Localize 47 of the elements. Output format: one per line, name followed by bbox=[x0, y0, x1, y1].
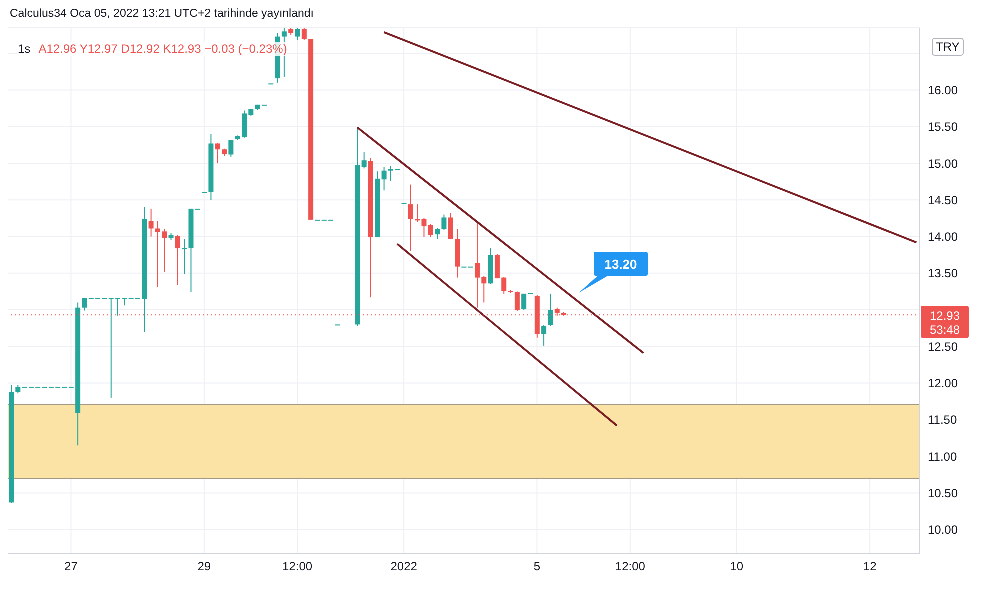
candlestick bbox=[215, 142, 220, 164]
x-tick-label: 5 bbox=[534, 560, 541, 574]
currency-box: TRY bbox=[932, 38, 964, 56]
x-tick-label: 12 bbox=[863, 560, 878, 574]
text: A12.96 Y12.97 D12.92 K12.93 −0.03 (−0.23%) bbox=[38, 42, 288, 56]
callout-box: 13.20 bbox=[578, 252, 648, 294]
candlestick bbox=[548, 293, 554, 327]
y-tick-label: 15.50 bbox=[928, 120, 958, 134]
candlestick bbox=[302, 28, 307, 41]
y-tick-label: 12.50 bbox=[928, 340, 958, 354]
price-label-box: 12.93 53:48 bbox=[921, 306, 969, 338]
annotation: 13.20 bbox=[604, 257, 638, 272]
y-tick-label: 12.00 bbox=[928, 376, 958, 391]
x-tick-label: 2022 bbox=[390, 560, 418, 574]
x-tick-label: 12:00 bbox=[282, 560, 313, 574]
x-tick-label: 12:00 bbox=[615, 560, 646, 574]
y-tick-label: 16.00 bbox=[928, 84, 958, 98]
candlestick bbox=[362, 152, 367, 170]
candlestick bbox=[408, 184, 414, 252]
y-tick-label: 11.00 bbox=[928, 450, 958, 464]
y-tick-label: 15.00 bbox=[928, 156, 958, 171]
candlestick bbox=[228, 140, 234, 158]
x-tick-label: 10 bbox=[730, 560, 744, 574]
text: 1s bbox=[18, 42, 31, 56]
candlestick bbox=[522, 293, 527, 311]
x-tick-label: 27 bbox=[64, 560, 78, 574]
candlestick bbox=[295, 28, 300, 41]
candlestick bbox=[82, 298, 88, 312]
ref-line-label: 12.93 bbox=[930, 309, 960, 324]
candlestick bbox=[435, 227, 440, 240]
candlestick bbox=[514, 291, 520, 312]
candlestick bbox=[182, 238, 188, 275]
candlestick bbox=[542, 324, 547, 346]
y-tick-label: 14.00 bbox=[928, 230, 958, 244]
y-tick-label: 10.00 bbox=[928, 523, 958, 538]
y-tick-label: 13.50 bbox=[928, 266, 958, 281]
x-tick-label: 29 bbox=[198, 560, 212, 574]
y-tick-label: 11.50 bbox=[928, 413, 958, 428]
candlestick bbox=[448, 212, 454, 240]
candlestick bbox=[428, 224, 434, 238]
y-tick-label: 14.50 bbox=[928, 193, 958, 208]
candlestick bbox=[442, 214, 447, 231]
candlestick bbox=[175, 234, 180, 286]
candlestick bbox=[382, 166, 387, 192]
candlestick bbox=[148, 208, 154, 238]
text: Calculus34 Oca 05, 2022 13:21 UTC+2 tarihinde yayınlandı bbox=[10, 8, 314, 20]
y-tick-label: 10.50 bbox=[928, 486, 958, 500]
